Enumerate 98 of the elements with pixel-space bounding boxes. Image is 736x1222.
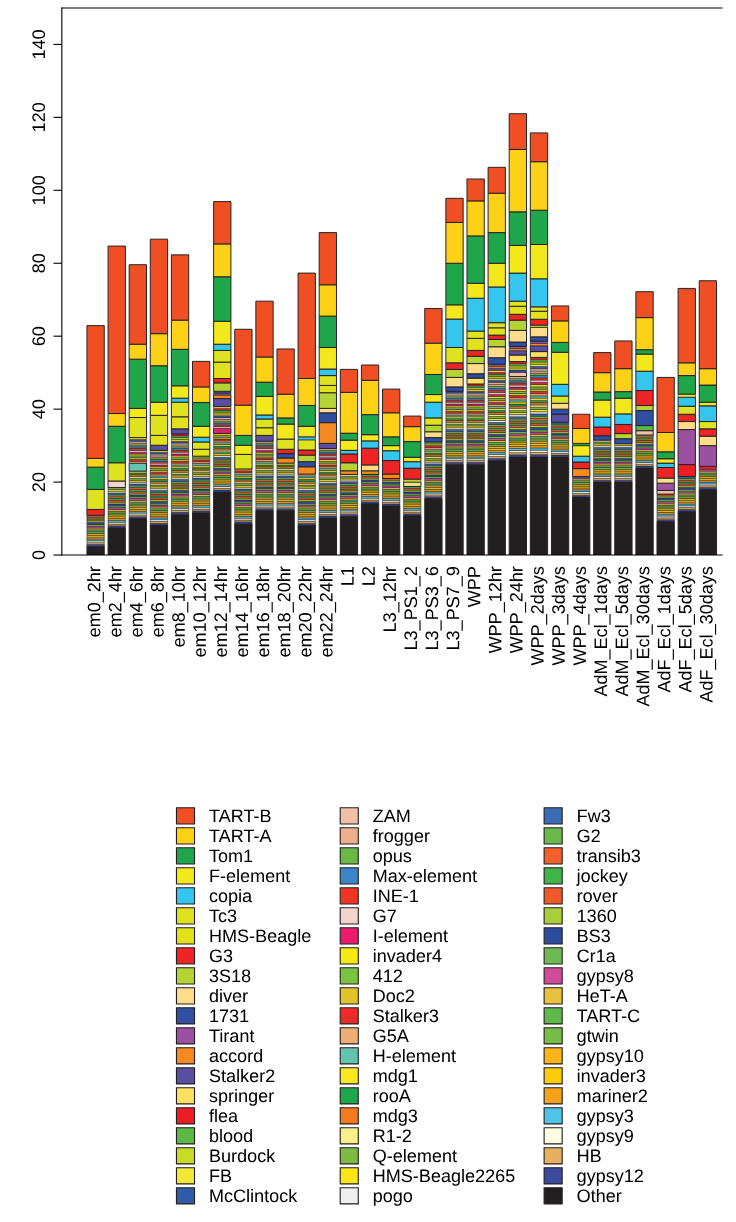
legend-label: Other	[577, 1188, 622, 1203]
x-tick-label: L2	[362, 567, 375, 585]
y-tick-label: 20	[32, 472, 46, 492]
legend-label: TART-B	[209, 809, 271, 823]
legend-label: 1731	[210, 1009, 249, 1023]
x-tick-label: L1	[341, 567, 354, 585]
x-tick-label: WPP_3days	[551, 566, 569, 666]
x-tick-label: em8_10hr	[171, 566, 189, 647]
legend-label: HMS-Beagle2265	[374, 1168, 515, 1186]
x-tick-label: em2_4hr	[108, 566, 125, 637]
x-tick-label: em14_16hr	[234, 566, 252, 657]
x-tick-label: L3_PS1_2	[404, 567, 421, 649]
x-tick-label: WPP_12hr	[488, 566, 505, 654]
x-tick-label: WPP_24hr	[509, 566, 527, 654]
legend-label: Burdock	[210, 1148, 276, 1163]
x-tick-label: AdM_Ecl_5days	[615, 566, 632, 697]
legend-label: 1360	[577, 909, 617, 923]
legend-label: Q-element	[373, 1148, 457, 1166]
legend-label: jockey	[576, 868, 628, 886]
y-tick-label: 120	[32, 103, 46, 132]
legend-label: INE-1	[374, 889, 418, 903]
legend-label: Cr1a	[577, 949, 616, 963]
legend-label: rooA	[373, 1089, 411, 1103]
legend-label: diver	[209, 988, 248, 1003]
legend-label: gypsy12	[577, 1169, 643, 1186]
legend-label: Tirant	[209, 1028, 255, 1043]
y-tick-label: 40	[32, 399, 46, 419]
legend-label: Doc2	[374, 989, 414, 1003]
x-tick-label: em12_14hr	[213, 566, 231, 657]
legend-label: Max-element	[374, 868, 477, 883]
legend-label: FB	[210, 1169, 232, 1183]
x-tick-label: L3_PS7_9	[446, 566, 463, 649]
x-tick-label: AdM_Ecl_30days	[636, 566, 653, 707]
legend-label: pogo	[373, 1192, 413, 1206]
x-tick-label: AdM_Ecl_1days	[593, 566, 611, 697]
legend-label: TART-A	[209, 829, 272, 843]
legend-label: mariner2	[577, 1088, 647, 1103]
legend-label: opus	[373, 852, 412, 866]
legend-label: ZAM	[373, 809, 410, 823]
x-tick-label: WPP_4days	[572, 566, 590, 666]
x-tick-label: em16_18hr	[256, 566, 273, 657]
y-tick-label: 60	[32, 326, 46, 346]
legend-label: gtwin	[577, 1028, 618, 1046]
x-tick-label: L3_12hr	[382, 566, 400, 631]
legend-label: Tc3	[209, 909, 237, 923]
x-tick-label: L3_PS3_6	[425, 566, 442, 649]
legend-label: 3S18	[209, 969, 251, 983]
legend-label: F-element	[210, 868, 291, 883]
legend-label: copia	[209, 888, 253, 906]
x-tick-label: WPP_2days	[530, 566, 548, 666]
legend-label: springer	[209, 1088, 274, 1106]
legend-label: G2	[577, 829, 600, 843]
legend-label: flea	[209, 1108, 239, 1123]
legend-label: mdg3	[373, 1108, 418, 1126]
legend-label: accord	[209, 1048, 262, 1063]
legend-label: frogger	[372, 829, 430, 846]
x-tick-label: AdF_Ecl_5days	[678, 566, 696, 693]
legend-label: Stalker2	[209, 1068, 275, 1083]
legend-label: gypsy8	[577, 969, 634, 986]
legend-label: Fw3	[578, 809, 610, 823]
legend-label: TART-C	[577, 1009, 640, 1023]
x-tick-label: em0_2hr	[87, 566, 104, 637]
x-tick-label: em20_22hr	[298, 566, 315, 657]
legend-label: 412	[373, 969, 402, 983]
x-tick-label: em6_8hr	[150, 566, 168, 637]
y-tick-label: 100	[32, 175, 46, 204]
legend-label: gypsy10	[577, 1049, 644, 1066]
x-tick-label: em22_24hr	[319, 566, 337, 657]
legend-label: invader4	[373, 948, 442, 963]
legend-label: G3	[209, 949, 233, 963]
x-tick-label: em10_12hr	[192, 566, 210, 657]
legend-label: I-element	[374, 928, 448, 943]
y-tick-label: 140	[32, 30, 46, 59]
x-tick-label: WPP	[467, 567, 481, 608]
legend-label: R1-2	[374, 1129, 411, 1143]
legend-label: rover	[577, 892, 618, 903]
legend-label: HMS-Beagle	[210, 928, 311, 946]
legend-label: invader3	[577, 1068, 646, 1083]
legend-label: McClintock	[210, 1188, 298, 1203]
y-tick-label: 0	[32, 550, 46, 560]
legend-label: G5A	[373, 1029, 409, 1043]
legend-label: mdg1	[373, 1068, 417, 1086]
legend-label: G7	[373, 909, 396, 923]
legend-label: Tom1	[209, 849, 253, 863]
legend-label: H-element	[374, 1048, 456, 1063]
legend-label: BS3	[578, 929, 610, 943]
legend-label: blood	[210, 1128, 252, 1143]
legend-label: gypsy3	[577, 1109, 634, 1126]
legend-label: HeT-A	[578, 989, 628, 1003]
x-tick-label: AdF_Ecl_30days	[699, 566, 717, 703]
legend-label: HB	[578, 1149, 601, 1163]
x-tick-label: AdF_Ecl_1days	[657, 566, 675, 693]
legend-label: gypsy9	[577, 1129, 633, 1146]
legend-label: transib3	[576, 848, 641, 863]
x-tick-label: em4_6hr	[129, 566, 147, 637]
x-tick-label: em18_20hr	[277, 566, 294, 657]
y-tick-label: 80	[32, 253, 46, 273]
legend-label: Stalker3	[373, 1008, 439, 1023]
